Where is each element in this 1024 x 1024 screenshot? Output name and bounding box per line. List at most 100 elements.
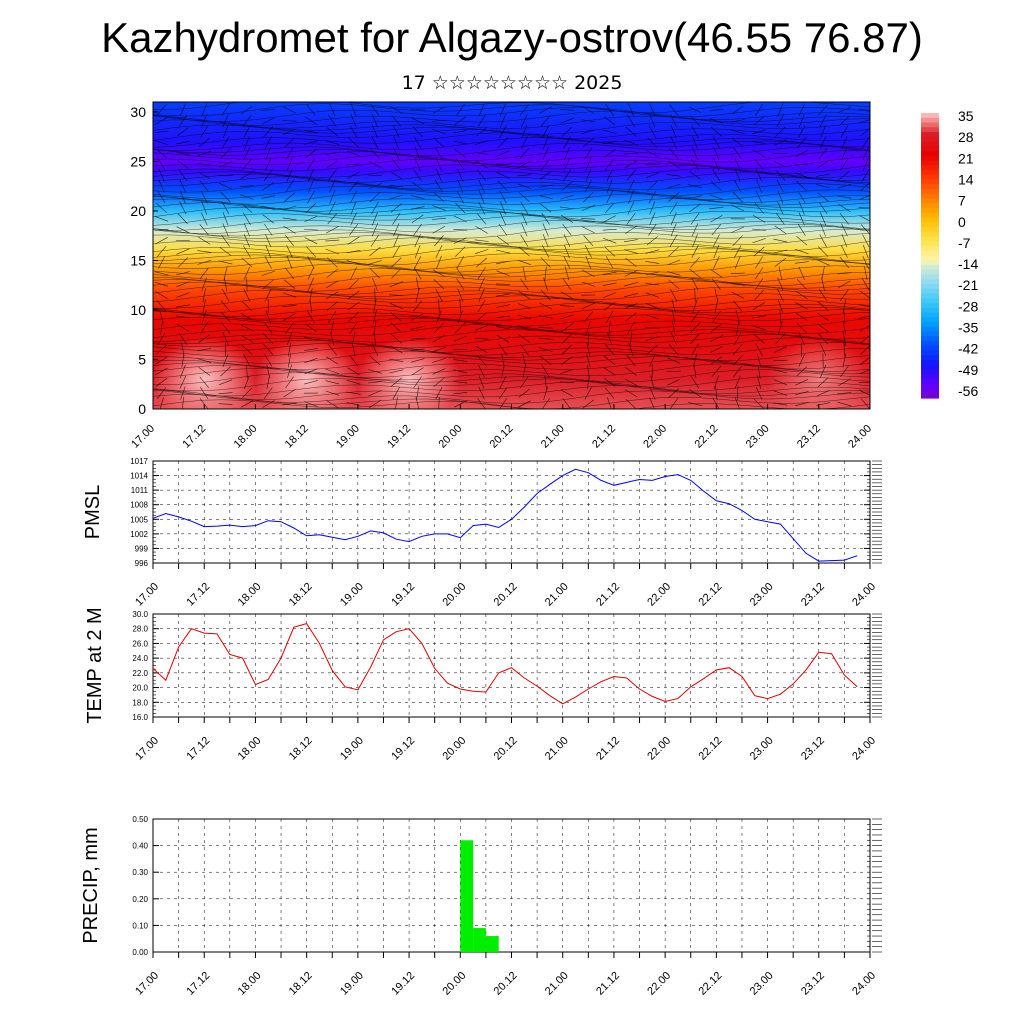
- y-tick-label: 28.0: [132, 625, 148, 634]
- colorbar-swatch: [921, 217, 939, 223]
- y-tick-label: 0.20: [132, 895, 148, 904]
- x-tick-label: 20.00: [436, 423, 464, 451]
- x-tick-label: 18.00: [236, 735, 264, 763]
- x-tick-label: 23.12: [799, 735, 827, 763]
- colorbar-swatch: [921, 189, 939, 195]
- x-tick-label: 23.00: [748, 581, 776, 609]
- x-tick-label: 22.00: [645, 970, 673, 998]
- x-tick-label: 17.00: [133, 581, 161, 609]
- colorbar-swatch: [921, 193, 939, 200]
- x-tick-label: 21.00: [543, 735, 571, 763]
- colorbar-swatch: [921, 350, 939, 356]
- colorbar-swatch: [921, 231, 939, 238]
- x-tick-label: 20.12: [492, 581, 520, 609]
- x-tick-label: 22.12: [697, 581, 725, 609]
- chart-subtitle: 17 ☆☆☆☆☆☆☆☆ 2025: [401, 72, 623, 94]
- colorbar-swatch: [921, 236, 939, 242]
- x-tick-label: 21.12: [594, 735, 622, 763]
- precip-panel: 0.00 0.10 0.20 0.30 0.40 0.50 17.00 17.12 18.00 1…: [80, 815, 882, 998]
- colorbar-swatch: [921, 269, 939, 276]
- colorbar-swatch: [921, 151, 939, 157]
- colorbar-swatch: [921, 369, 939, 375]
- x-tick-label: 19.12: [389, 581, 417, 609]
- colorbar-label: 28: [958, 129, 974, 145]
- x-tick-label: 21.00: [539, 423, 567, 451]
- colorbar-swatch: [921, 383, 939, 390]
- y-tick-label: 1014: [130, 472, 148, 481]
- x-tick-label: 24.00: [850, 735, 878, 763]
- colorbar-swatch: [921, 255, 939, 261]
- colorbar-swatch: [921, 222, 939, 228]
- y-tick-label: 0: [138, 401, 146, 417]
- x-tick-label: 18.12: [287, 581, 315, 609]
- colorbar-swatch: [921, 326, 939, 333]
- colorbar-swatch: [921, 355, 939, 361]
- colorbar-swatch: [921, 146, 939, 152]
- x-tick-label: 19.00: [338, 735, 366, 763]
- colorbar-swatch: [921, 379, 939, 385]
- x-tick-label: 20.00: [440, 970, 468, 998]
- x-tick-label: 24.00: [846, 423, 874, 451]
- colorbar-swatch: [921, 250, 939, 257]
- y-tick-label: 1002: [130, 530, 148, 539]
- y-tick-label: 0.40: [132, 842, 148, 851]
- colorbar-swatch: [921, 317, 939, 323]
- colorbar-label: -21: [958, 277, 978, 293]
- colorbar-swatch: [921, 155, 939, 162]
- x-tick-label: 19.12: [385, 423, 413, 451]
- x-tick-label: 22.00: [645, 735, 673, 763]
- colorbar-swatch: [921, 132, 939, 138]
- x-tick-label: 17.12: [184, 581, 212, 609]
- x-tick-label: 19.12: [389, 970, 417, 998]
- contour-lines: [153, 102, 870, 409]
- y-tick-label: 22.0: [132, 669, 148, 678]
- colorbar-swatch: [921, 165, 939, 171]
- x-tick-label: 18.12: [287, 735, 315, 763]
- x-tick-label: 21.00: [543, 581, 571, 609]
- colorbar-swatch: [921, 265, 939, 271]
- x-tick-label: 17.12: [180, 423, 208, 451]
- colorbar-label: 7: [958, 193, 966, 209]
- y-tick-label: 0.10: [132, 921, 148, 930]
- precip-bar: [485, 936, 499, 952]
- colorbar-label: 35: [958, 108, 974, 124]
- x-tick-label: 18.12: [283, 423, 311, 451]
- colorbar-swatch: [921, 279, 939, 285]
- colorbar-swatch: [921, 260, 939, 266]
- colorbar-swatch: [921, 388, 939, 394]
- pmsl-panel: 996 999 1002 1005 1008 1011 1014 1017 17.00 17.12…: [82, 457, 882, 609]
- colorbar-swatch: [921, 293, 939, 299]
- colorbar-swatch: [921, 208, 939, 214]
- colorbar-swatch: [921, 227, 939, 233]
- x-tick-label: 24.00: [850, 581, 878, 609]
- x-tick-label: 23.12: [795, 423, 823, 451]
- colorbar-swatch: [921, 117, 939, 124]
- x-tick-label: 20.00: [440, 735, 468, 763]
- x-tick-label: 22.00: [645, 581, 673, 609]
- x-tick-label: 17.00: [129, 423, 157, 451]
- colorbar-swatch: [921, 127, 939, 133]
- y-tick-label: 1011: [131, 486, 149, 495]
- colorbar-swatch: [921, 174, 939, 181]
- x-tick-label: 19.00: [334, 423, 362, 451]
- x-tick-label: 21.12: [594, 581, 622, 609]
- x-tick-label: 23.00: [748, 735, 776, 763]
- y-tick-label: 25: [130, 153, 146, 169]
- y-tick-label: 20.0: [132, 684, 148, 693]
- colorbar-swatch: [921, 122, 939, 128]
- x-tick-label: 23.00: [748, 970, 776, 998]
- heatmap-field: [153, 102, 870, 409]
- y-tick-label: 0.50: [132, 815, 148, 824]
- colorbar-swatch: [921, 345, 939, 352]
- colorbar-swatch: [921, 288, 939, 295]
- y-tick-label: 10: [130, 302, 146, 318]
- x-tick-label: 18.00: [232, 423, 260, 451]
- colorbar-swatch: [921, 212, 939, 219]
- colorbar-swatch: [921, 322, 939, 328]
- x-tick-label: 20.12: [492, 735, 520, 763]
- y-tick-label: 18.0: [132, 698, 148, 707]
- y-tick-label: 5: [138, 351, 146, 367]
- x-tick-label: 23.12: [799, 581, 827, 609]
- y-tick-label: 26.0: [132, 639, 148, 648]
- colorbar-swatch: [921, 241, 939, 247]
